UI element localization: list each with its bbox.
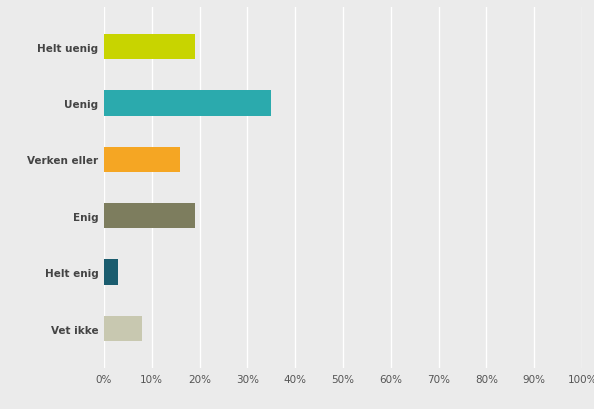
Bar bbox=[104, 91, 271, 117]
Bar bbox=[104, 35, 195, 60]
Bar bbox=[104, 204, 195, 229]
Bar bbox=[104, 147, 181, 173]
Bar bbox=[104, 316, 142, 342]
Bar bbox=[104, 260, 118, 285]
